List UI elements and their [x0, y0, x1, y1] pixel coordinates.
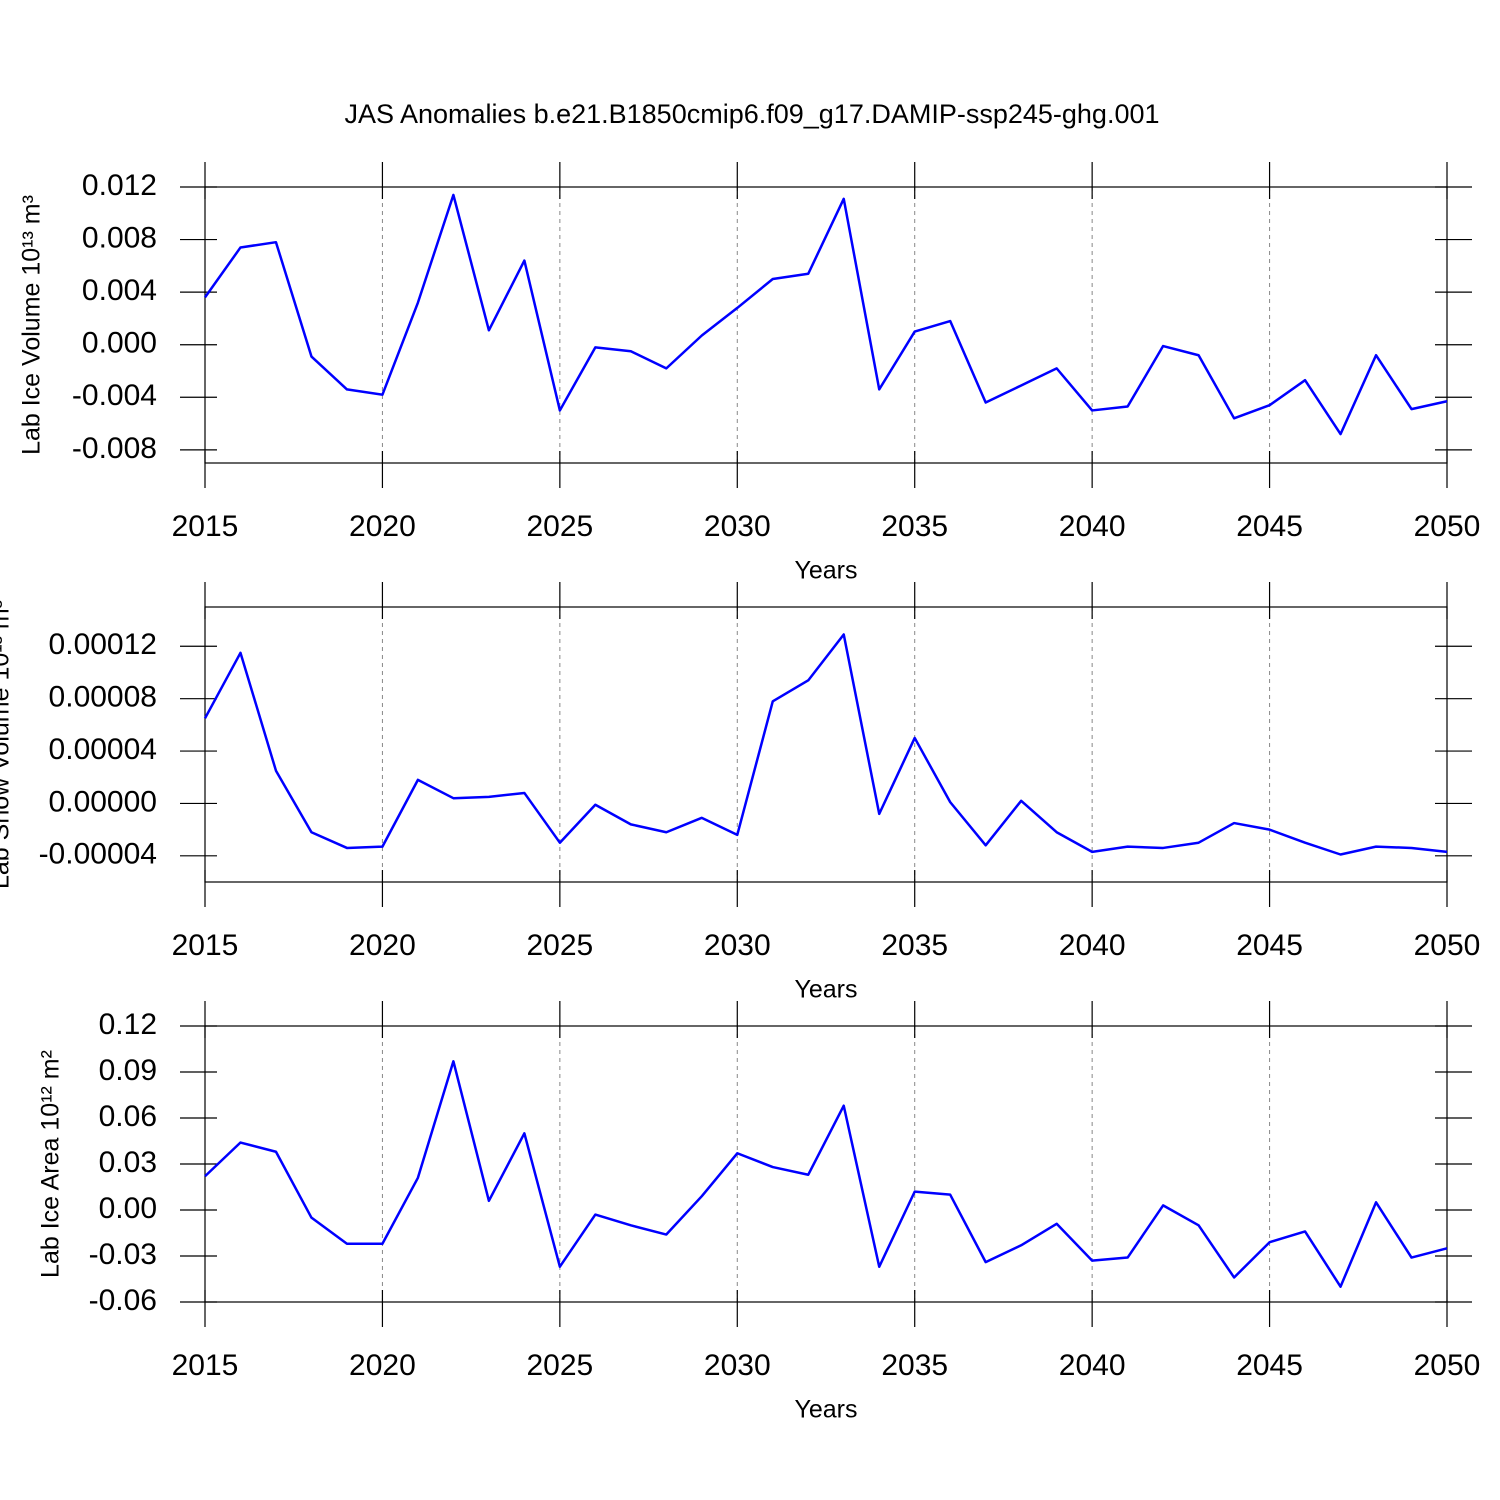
x-tick-label: 2040 [1059, 1349, 1126, 1382]
x-tick-label: 2045 [1236, 510, 1303, 543]
y-tick-label: 0.012 [82, 169, 157, 202]
y-tick-label: 0.00004 [49, 733, 157, 766]
y-tick-label: 0.004 [82, 274, 157, 307]
x-tick-label: 2045 [1236, 1349, 1303, 1382]
y-tick-label: 0.00012 [49, 628, 157, 661]
y-tick-label: -0.03 [89, 1238, 157, 1271]
y-tick-label: 0.000 [82, 327, 157, 360]
x-tick-label: 2015 [172, 1349, 239, 1382]
y-tick-label: -0.008 [72, 432, 157, 465]
x-tick-label: 2015 [172, 929, 239, 962]
x-tick-label: 2040 [1059, 929, 1126, 962]
x-tick-label: 2050 [1414, 929, 1481, 962]
x-axis-label: Years [794, 976, 857, 1004]
y-tick-label: -0.06 [89, 1284, 157, 1317]
x-tick-label: 2030 [704, 510, 771, 543]
x-tick-label: 2045 [1236, 929, 1303, 962]
y-axis-label: Lab Snow Volume 10¹³ m³ [0, 600, 15, 889]
data-line [204, 1060, 1448, 1288]
x-axis-label: Years [794, 557, 857, 585]
data-line [203, 633, 1448, 856]
y-axis-label: Lab Ice Volume 10¹³ m³ [18, 195, 46, 455]
y-tick-label: 0.00 [99, 1192, 157, 1225]
x-tick-label: 2015 [172, 510, 239, 543]
y-tick-label: 0.06 [99, 1100, 157, 1133]
plot-frame [204, 1025, 1448, 1303]
y-tick-label: 0.00000 [49, 785, 157, 818]
chart-title: JAS Anomalies b.e21.B1850cmip6.f09_g17.D… [344, 99, 1159, 129]
x-axis-label: Years [794, 1396, 857, 1424]
x-tick-label: 2035 [881, 510, 948, 543]
x-tick-label: 2040 [1059, 510, 1126, 543]
x-tick-label: 2020 [349, 1349, 416, 1382]
plot-frame [204, 606, 1448, 883]
y-tick-label: 0.00008 [49, 681, 157, 714]
y-tick-label: 0.12 [99, 1008, 157, 1041]
x-tick-label: 2050 [1414, 1349, 1481, 1382]
x-tick-label: 2030 [704, 1349, 771, 1382]
x-tick-label: 2050 [1414, 510, 1481, 543]
x-tick-label: 2020 [349, 929, 416, 962]
x-tick-label: 2030 [704, 929, 771, 962]
x-tick-label: 2025 [526, 1349, 593, 1382]
y-axis-label: Lab Ice Area 10¹² m² [37, 1050, 65, 1278]
data-line [203, 193, 1448, 436]
plot-frame [204, 186, 1448, 464]
y-tick-label: -0.00004 [39, 838, 157, 871]
x-tick-label: 2035 [881, 1349, 948, 1382]
x-tick-label: 2025 [526, 510, 593, 543]
x-tick-label: 2025 [526, 929, 593, 962]
y-tick-label: 0.09 [99, 1054, 157, 1087]
x-tick-label: 2035 [881, 929, 948, 962]
y-tick-label: 0.03 [99, 1146, 157, 1179]
y-tick-label: 0.008 [82, 221, 157, 254]
y-tick-label: -0.004 [72, 379, 157, 412]
x-tick-label: 2020 [349, 510, 416, 543]
